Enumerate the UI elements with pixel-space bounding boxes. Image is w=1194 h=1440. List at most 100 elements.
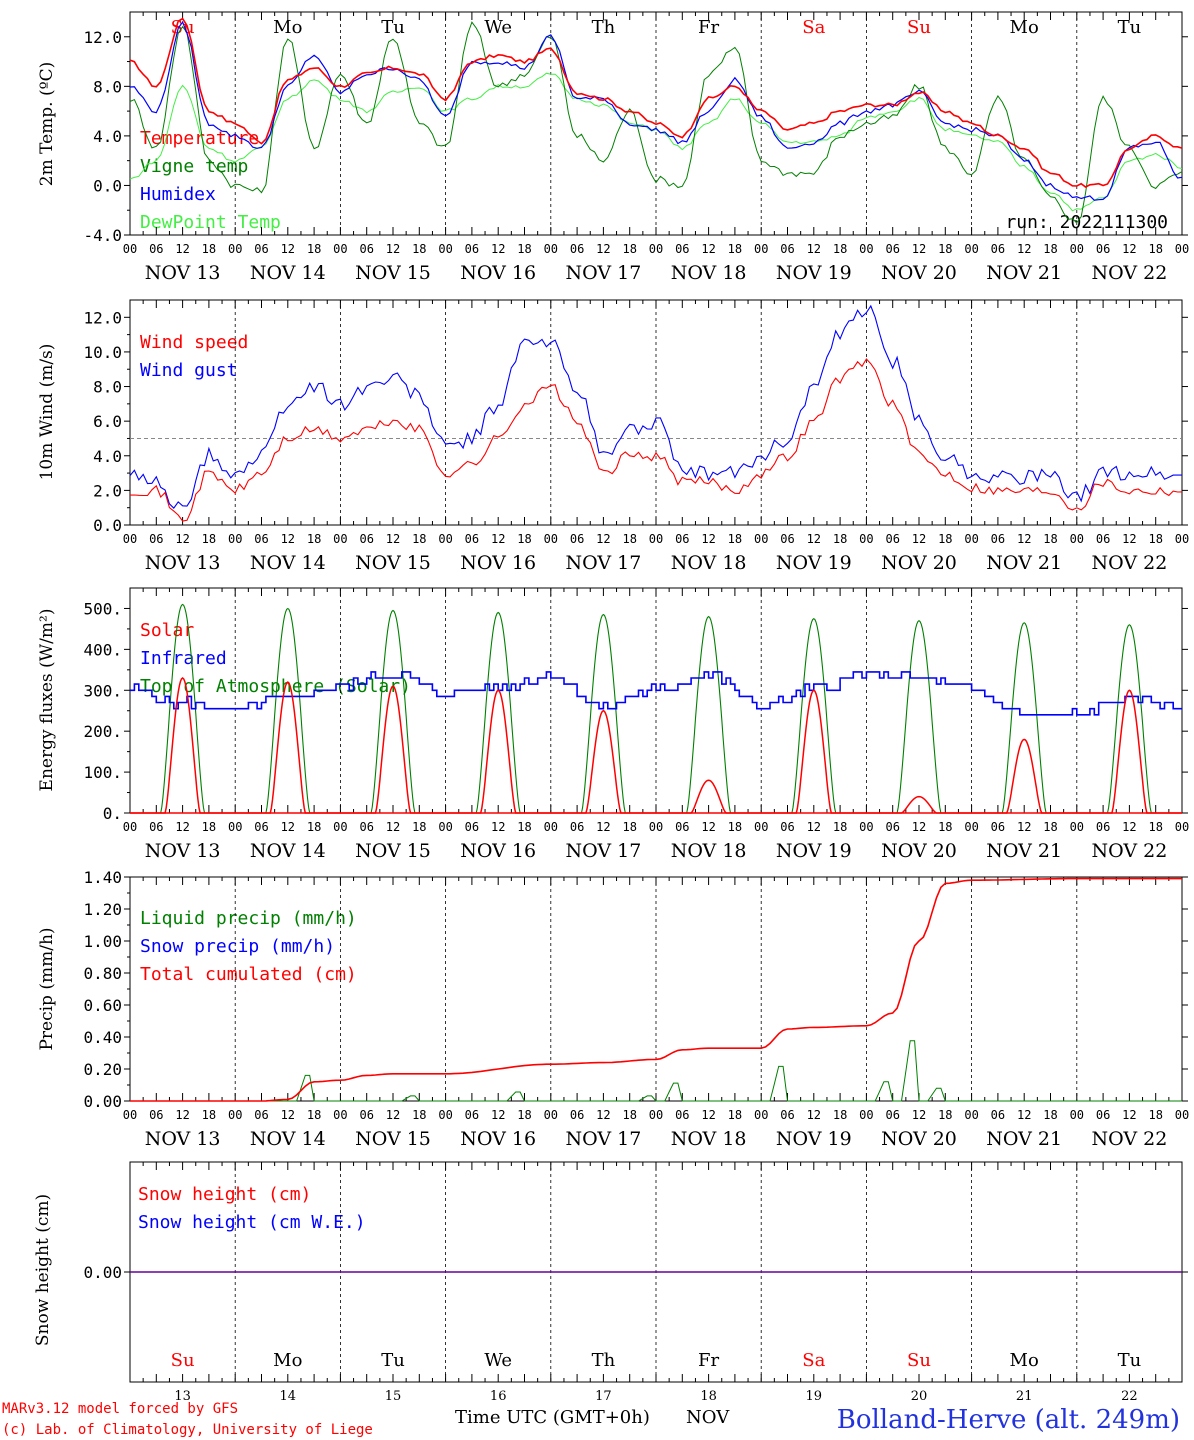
hour-tick-label: 18	[307, 820, 321, 834]
legend-humidex: Humidex	[140, 184, 216, 205]
hour-tick-label: 00	[859, 242, 873, 256]
day-label: NOV 22	[1091, 262, 1167, 284]
hour-tick-label: 12	[701, 532, 715, 546]
precip-y-tick-label: 0.80	[83, 964, 122, 983]
day-label: NOV 20	[881, 840, 957, 862]
day-label: NOV 15	[355, 552, 431, 574]
hour-tick-label: 12	[701, 820, 715, 834]
day-number-label: 17	[595, 1389, 612, 1404]
day-label: NOV 13	[145, 840, 221, 862]
hour-tick-label: 00	[438, 1108, 452, 1122]
hour-tick-label: 12	[807, 820, 821, 834]
day-number-label: 22	[1121, 1389, 1138, 1404]
hour-tick-label: 06	[675, 1108, 689, 1122]
hour-tick-label: 12	[596, 820, 610, 834]
day-label: NOV 15	[355, 1128, 431, 1150]
day-label: NOV 16	[460, 840, 536, 862]
hour-tick-label: 06	[359, 242, 373, 256]
hour-tick-label: 06	[885, 242, 899, 256]
legend-solar: Solar	[140, 620, 194, 641]
hour-tick-label: 06	[149, 820, 163, 834]
temperature-y-tick-label: 12.0	[83, 28, 122, 47]
hour-tick-label: 06	[465, 242, 479, 256]
hour-tick-label: 12	[596, 1108, 610, 1122]
temperature-y-tick-label: -4.0	[83, 226, 122, 245]
day-label: NOV 16	[460, 552, 536, 574]
energy-frame	[129, 587, 1183, 814]
weekday-label: Tu	[1118, 1350, 1142, 1371]
hour-tick-label: 12	[1017, 1108, 1031, 1122]
hour-tick-label: 12	[281, 820, 295, 834]
energy-y-tick-label: 200.	[83, 722, 122, 741]
hour-tick-label: 12	[807, 532, 821, 546]
hour-tick-label: 12	[596, 532, 610, 546]
hour-tick-label: 00	[123, 1108, 137, 1122]
snow-y-tick-label: 0.00	[83, 1263, 122, 1282]
hour-tick-label: 12	[491, 242, 505, 256]
day-label: NOV 21	[986, 262, 1062, 284]
wind-y-tick-label: 4.0	[93, 447, 122, 466]
legend-toa-solar: Top of Atmosphere (Solar)	[140, 676, 411, 697]
hour-tick-label: 12	[491, 1108, 505, 1122]
day-number-label: 13	[174, 1389, 191, 1404]
hour-tick-label: 18	[307, 242, 321, 256]
footer: MARv3.12 model forced by GFS (c) Lab. of…	[2, 1401, 1180, 1438]
hour-tick-label: 18	[1043, 1108, 1057, 1122]
weekday-label: Th	[592, 17, 616, 38]
day-number-label: 15	[385, 1389, 402, 1404]
wind-panel: 10m Wind (m/s) Wind speed Wind gust 0.0 2…	[37, 299, 1189, 574]
hour-tick-label: 00	[333, 1108, 347, 1122]
temperature-series-line	[129, 72, 1183, 212]
wind-y-tick-label: 0.0	[93, 516, 122, 535]
legend-wind-speed: Wind speed	[140, 332, 248, 353]
day-number-label: 19	[806, 1389, 823, 1404]
hour-tick-label: 00	[964, 820, 978, 834]
hour-tick-label: 06	[465, 820, 479, 834]
hour-tick-label: 00	[333, 532, 347, 546]
legend-snow-precip: Snow precip (mm/h)	[140, 936, 335, 957]
hour-tick-label: 18	[1148, 1108, 1162, 1122]
energy-panel: Energy fluxes (W/m²) Solar Infrared Top …	[37, 587, 1189, 862]
hour-tick-label: 12	[1017, 242, 1031, 256]
hour-tick-label: 06	[1096, 532, 1110, 546]
day-label: NOV 13	[145, 262, 221, 284]
hour-tick-label: 00	[754, 1108, 768, 1122]
legend-liquid-precip: Liquid precip (mm/h)	[140, 908, 357, 929]
hour-tick-label: 18	[202, 532, 216, 546]
energy-y-tick-label: 300.	[83, 681, 122, 700]
hour-tick-label: 06	[991, 820, 1005, 834]
day-number-label: 21	[1016, 1389, 1033, 1404]
hour-tick-label: 00	[1070, 1108, 1084, 1122]
infrared-series-line	[130, 671, 1182, 716]
hour-tick-label: 12	[175, 242, 189, 256]
day-label: NOV 15	[355, 262, 431, 284]
hour-tick-label: 18	[202, 1108, 216, 1122]
legend-wind-gust: Wind gust	[140, 360, 238, 381]
hour-tick-label: 00	[859, 532, 873, 546]
hour-tick-label: 18	[1043, 242, 1057, 256]
day-number-label: 14	[280, 1389, 297, 1404]
hour-tick-label: 06	[149, 532, 163, 546]
hour-tick-label: 06	[465, 1108, 479, 1122]
station-name: Bolland-Herve (alt. 249m)	[837, 1405, 1180, 1435]
hour-tick-label: 18	[1043, 532, 1057, 546]
hour-tick-label: 12	[912, 532, 926, 546]
weekday-label: Fr	[698, 17, 719, 38]
lab-credit: (c) Lab. of Climatology, University of L…	[2, 1422, 373, 1438]
hour-tick-label: 06	[780, 820, 794, 834]
snow-y-label: Snow height (cm)	[33, 1194, 53, 1346]
legend-total-cumulated: Total cumulated (cm)	[140, 964, 357, 985]
weekday-label: Tu	[1118, 17, 1142, 38]
day-label: NOV 17	[565, 552, 641, 574]
hour-tick-label: 00	[333, 820, 347, 834]
day-label: NOV 18	[671, 552, 747, 574]
hour-tick-label: 12	[807, 1108, 821, 1122]
hour-tick-label: 12	[1017, 820, 1031, 834]
day-number-label: 20	[911, 1389, 928, 1404]
hour-tick-label: 06	[570, 1108, 584, 1122]
hour-tick-label: 18	[622, 820, 636, 834]
hour-tick-label: 12	[1122, 532, 1136, 546]
weekday-label: Sa	[802, 1350, 825, 1371]
day-label: NOV 19	[776, 1128, 852, 1150]
